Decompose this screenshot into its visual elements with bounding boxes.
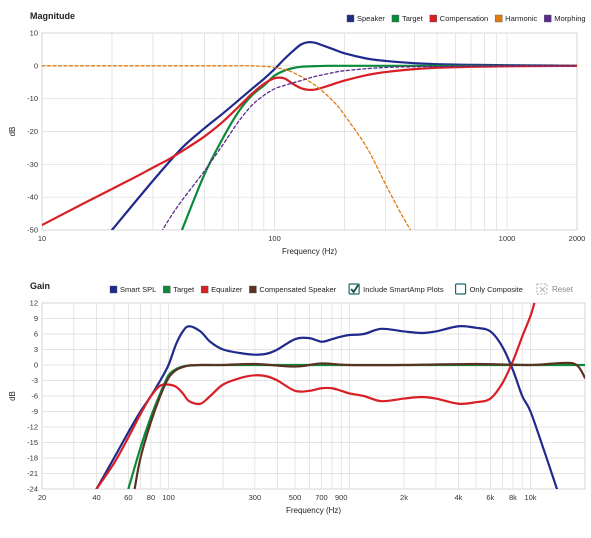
x-tick-label: 40 <box>92 493 100 502</box>
legend-swatch-compensated-speaker[interactable] <box>249 285 257 294</box>
y-tick-label: 3 <box>34 345 38 354</box>
legend: Smart SPL Target Equalizer Compensated Spea… <box>109 285 337 294</box>
x-tick-label: 8k <box>509 493 517 502</box>
series-line-equalizer <box>95 303 536 489</box>
x-tick-label: 500 <box>289 493 302 502</box>
reset-cross-icon <box>539 286 546 293</box>
legend-swatch-morphing[interactable] <box>544 14 552 23</box>
x-tick-label: 80 <box>147 493 155 502</box>
chart-title: Magnitude <box>30 11 75 21</box>
legend-swatch-harmonic[interactable] <box>494 14 503 23</box>
reset-icon <box>536 283 548 295</box>
x-tick-label: 60 <box>124 493 132 502</box>
x-tick-label: 2k <box>400 493 408 502</box>
y-tick-label: 9 <box>34 314 38 323</box>
x-tick-label: 300 <box>249 493 262 502</box>
y-tick-label: -15 <box>27 438 38 447</box>
y-tick-label: 0 <box>34 361 38 370</box>
checkmark-icon <box>350 284 359 294</box>
y-tick-label: -24 <box>27 485 38 494</box>
legend-label-compensated-speaker[interactable]: Compensated Speaker <box>259 285 336 294</box>
reset-button[interactable]: Reset <box>536 283 574 295</box>
x-tick-label: 4k <box>455 493 463 502</box>
y-tick-label: -12 <box>27 423 38 432</box>
legend-label-target[interactable]: Target <box>173 285 195 294</box>
series-line-speaker <box>110 41 577 230</box>
legend-label-compensation[interactable]: Compensation <box>440 14 488 23</box>
include-smartamp-checkbox[interactable]: Include SmartAmp Plots <box>348 283 444 295</box>
legend: Speaker Target Compensation Harmonic Morphin… <box>346 14 586 23</box>
x-tick-label: 20 <box>38 493 46 502</box>
y-axis-label: dB <box>8 127 17 137</box>
x-tick-label: 100 <box>162 493 175 502</box>
x-tick-label: 700 <box>315 493 328 502</box>
y-tick-label: -18 <box>27 454 38 463</box>
series-group <box>95 303 585 489</box>
x-tick-label: 10k <box>524 493 536 502</box>
y-tick-label: 10 <box>30 29 38 38</box>
only-composite-checkbox[interactable]: Only Composite <box>454 283 523 295</box>
y-tick-label: -9 <box>31 407 38 416</box>
y-tick-label: -6 <box>31 392 38 401</box>
series-line-compensation <box>42 64 577 227</box>
series-line-smart-spl <box>95 325 559 489</box>
y-tick-label: 0 <box>34 61 38 70</box>
x-axis-label: Frequency (Hz) <box>282 247 337 256</box>
legend-swatch-target[interactable] <box>163 285 171 294</box>
legend-swatch-compensation[interactable] <box>429 14 437 23</box>
y-tick-label: -40 <box>27 193 38 202</box>
x-tick-label: 6k <box>486 493 494 502</box>
y-tick-label: -3 <box>31 376 38 385</box>
x-tick-label: 2000 <box>569 234 586 243</box>
legend-swatch-target[interactable] <box>391 14 400 23</box>
legend-swatch-equalizer[interactable] <box>200 285 209 294</box>
series-line-target <box>180 64 577 230</box>
legend-label-smart-spl[interactable]: Smart SPL <box>120 285 156 294</box>
series-line-compensated-speaker <box>133 361 585 489</box>
include-smartamp-label[interactable]: Include SmartAmp Plots <box>363 285 444 294</box>
legend-label-target[interactable]: Target <box>402 14 424 23</box>
x-axis-label: Frequency (Hz) <box>286 506 341 515</box>
y-tick-label: -50 <box>27 226 38 235</box>
only-composite-label[interactable]: Only Composite <box>470 285 523 294</box>
legend-label-speaker[interactable]: Speaker <box>357 14 385 23</box>
series-line-morphing <box>161 65 577 230</box>
chart-title: Gain <box>30 281 50 291</box>
y-tick-label: 6 <box>34 330 38 339</box>
x-tick-label: 100 <box>268 234 281 243</box>
x-tick-label: 10 <box>38 234 46 243</box>
y-axis-label: dB <box>8 391 17 401</box>
y-tick-label: -10 <box>27 94 38 103</box>
x-tick-label: 1000 <box>499 234 516 243</box>
series-group <box>42 41 577 230</box>
reset-label[interactable]: Reset <box>552 285 574 294</box>
checkbox-box[interactable] <box>454 283 467 295</box>
y-tick-label: -30 <box>27 160 38 169</box>
legend-label-morphing[interactable]: Morphing <box>554 14 585 23</box>
y-tick-label: 12 <box>30 299 38 308</box>
legend-label-harmonic[interactable]: Harmonic <box>505 14 537 23</box>
legend-swatch-speaker[interactable] <box>346 14 355 23</box>
legend-swatch-smart-spl[interactable] <box>109 285 118 294</box>
series-line-harmonic <box>42 65 412 230</box>
y-tick-label: -21 <box>27 469 38 478</box>
x-tick-label: 900 <box>335 493 348 502</box>
legend-label-equalizer[interactable]: Equalizer <box>211 285 243 294</box>
y-tick-label: -20 <box>27 127 38 136</box>
